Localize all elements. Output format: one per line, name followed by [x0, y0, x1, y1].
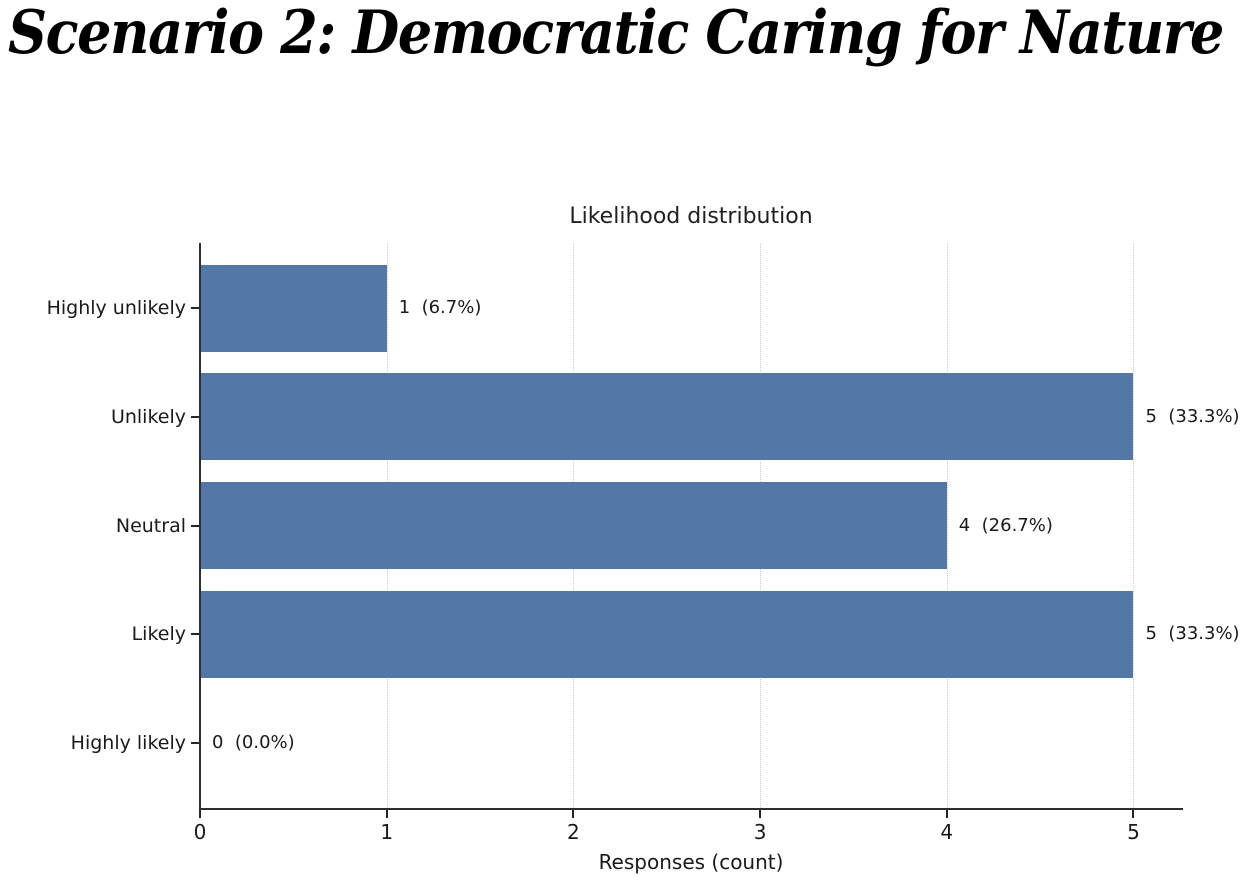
value-label: 5 (33.3%): [1145, 623, 1240, 645]
x-tick-label: 3: [753, 820, 767, 844]
x-tick: [945, 810, 948, 818]
x-tick: [199, 810, 201, 818]
category-label: Highly unlikely: [46, 297, 186, 319]
chart-title: Likelihood distribution: [569, 204, 813, 229]
y-tick: [191, 742, 199, 744]
y-tick: [191, 633, 199, 636]
x-tick-label: 1: [380, 820, 394, 844]
bar: [200, 590, 1134, 678]
x-tick-label: 0: [193, 820, 207, 844]
gridline: [1133, 243, 1135, 808]
y-axis-spine: [199, 243, 201, 810]
category-label: Highly likely: [70, 732, 186, 754]
value-label: 4 (26.7%): [958, 514, 1053, 536]
category-label: Likely: [131, 623, 186, 646]
x-tick-label: 5: [1127, 820, 1140, 844]
value-label: 5 (33.3%): [1145, 405, 1240, 427]
value-label: 0 (0.0%): [212, 732, 295, 753]
bar: [200, 482, 947, 569]
y-tick: [191, 524, 199, 527]
x-axis-spine: [199, 808, 1183, 810]
x-tick: [759, 810, 762, 818]
x-tick-label: 2: [567, 820, 580, 844]
category-label: Unlikely: [110, 405, 186, 428]
bar: [200, 373, 1134, 461]
category-label: Neutral: [115, 514, 186, 537]
x-tick: [1132, 810, 1135, 818]
bar: [200, 264, 387, 352]
y-tick: [191, 415, 199, 418]
x-tick: [572, 810, 575, 818]
gridline: [946, 243, 948, 808]
y-tick: [191, 307, 199, 309]
x-tick-label: 4: [940, 820, 954, 844]
value-label: 1 (6.7%): [398, 297, 482, 318]
x-axis-label: Responses (count): [598, 850, 784, 874]
x-tick: [385, 810, 388, 818]
page-title: Scenario 2: Democratic Caring for Nature: [8, 0, 1224, 68]
